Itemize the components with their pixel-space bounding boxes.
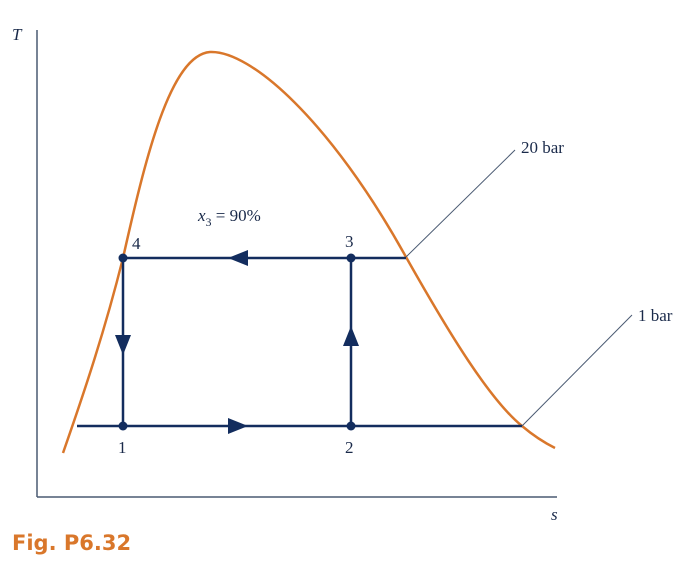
s-axis-label: s [551, 505, 558, 524]
state-point-1 [118, 421, 128, 431]
t-axis-label: T [12, 25, 23, 44]
state-label-3: 3 [345, 232, 354, 251]
state-point-3 [346, 253, 356, 263]
quality-var: x [197, 206, 206, 225]
state-label-2: 2 [345, 438, 354, 457]
label-20-bar: 20 bar [521, 138, 564, 157]
state-label-1: 1 [118, 438, 127, 457]
figure-caption: Fig. P6.32 [12, 531, 132, 555]
leader-20-bar [405, 149, 516, 258]
quality-label: x3 = 90% [197, 206, 261, 229]
label-1-bar: 1 bar [638, 306, 673, 325]
state-point-4 [118, 253, 128, 263]
quality-value: = 90% [212, 206, 261, 225]
state-label-4: 4 [132, 234, 141, 253]
state-point-2 [346, 421, 356, 431]
leader-1-bar [521, 314, 633, 427]
saturation-dome [61, 50, 556, 454]
quality-sub: 3 [206, 215, 212, 229]
